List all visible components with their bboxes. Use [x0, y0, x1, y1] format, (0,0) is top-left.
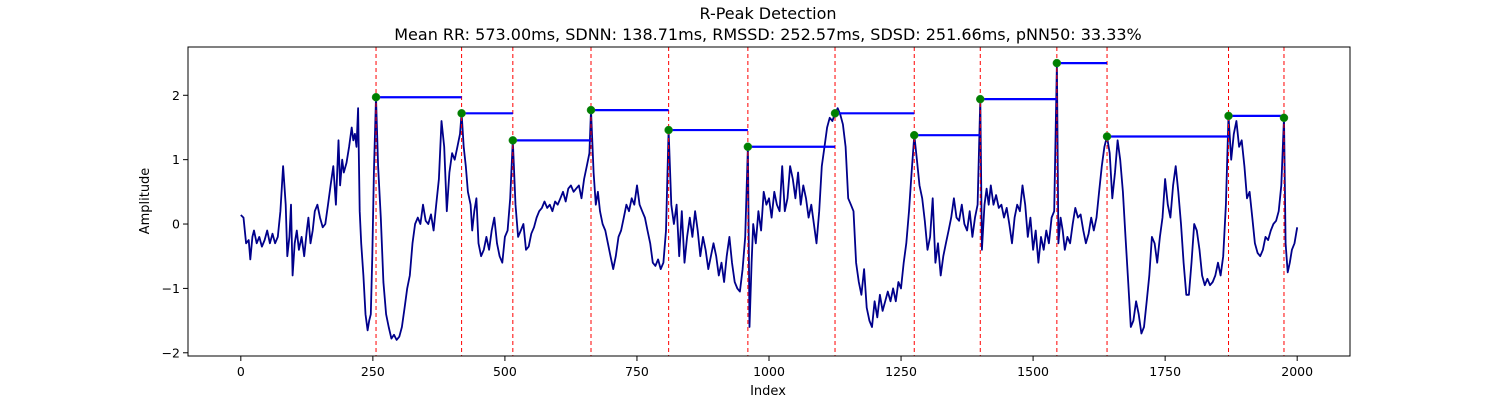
x-axis: 0 250 500 750 1000 1250 1500 1750 2000 — [237, 356, 1313, 379]
r-peak-marker — [457, 109, 466, 118]
chart-title: R-Peak Detection — [699, 4, 836, 23]
x-tick-label: 1750 — [1149, 364, 1181, 379]
y-axis: −2 −1 0 1 2 — [162, 88, 188, 360]
y-tick-label: −2 — [162, 345, 180, 360]
y-tick-label: 2 — [172, 88, 180, 103]
y-tick-label: −1 — [162, 281, 180, 296]
x-tick-label: 0 — [237, 364, 245, 379]
r-peak-marker — [910, 130, 919, 140]
x-tick-label: 1500 — [1017, 364, 1049, 379]
r-peak-marker — [371, 92, 381, 102]
r-peak-marker — [1224, 111, 1233, 121]
x-tick-label: 1000 — [753, 364, 785, 379]
r-peak-marker — [508, 136, 518, 145]
x-axis-label: Index — [750, 384, 786, 399]
y-tick-label: 0 — [172, 217, 180, 232]
plot-area — [240, 47, 1299, 356]
r-peak-marker — [1279, 113, 1289, 123]
r-peak-marker — [743, 142, 753, 152]
x-tick-label: 1250 — [885, 364, 917, 379]
r-peak-marker — [1052, 58, 1062, 68]
signal-line — [240, 62, 1299, 341]
y-axis-label: Amplitude — [138, 168, 153, 235]
r-peak-marker — [1102, 132, 1112, 141]
r-peak-marker — [976, 94, 985, 104]
x-tick-label: 750 — [625, 364, 649, 379]
r-peak-marker — [830, 109, 840, 118]
x-tick-label: 2000 — [1281, 364, 1313, 379]
x-tick-label: 500 — [493, 364, 517, 379]
chart-subtitle: Mean RR: 573.00ms, SDNN: 138.71ms, RMSSD… — [394, 25, 1142, 44]
y-tick-label: 1 — [172, 152, 180, 167]
r-peak-marker — [586, 105, 596, 115]
r-peak-marker — [664, 125, 673, 135]
x-tick-label: 250 — [361, 364, 385, 379]
